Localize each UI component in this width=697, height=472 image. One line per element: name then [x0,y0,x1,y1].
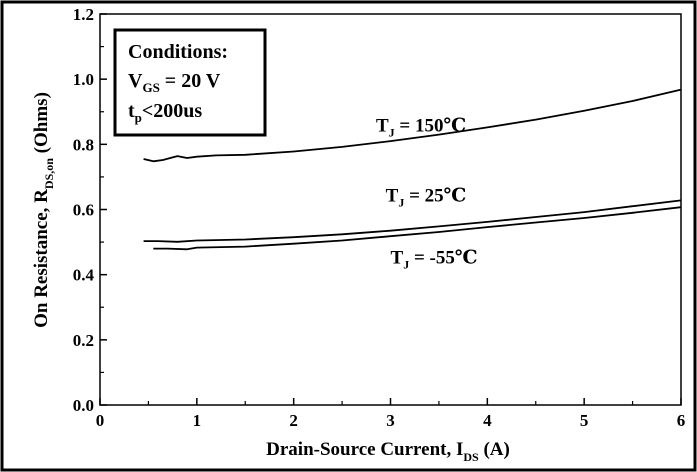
x-axis: 0 1 2 3 4 5 6 [96,398,686,430]
series-labels: TJ = 150℃ TJ = 25℃ TJ = -55℃ [376,115,478,271]
series-label-2: TJ = -55℃ [391,247,478,271]
x-axis-label: Drain-Source Current, IDS (A) [266,439,510,464]
x-tick-label: 3 [386,411,395,430]
conditions-tp: tp<200us [128,100,202,125]
conditions-box-border [113,28,267,137]
y-tick-label: 0.8 [73,135,94,154]
x-tick-label: 4 [483,411,492,430]
y-axis-label: On Resistance, RDS,on (Ohms) [31,92,56,328]
x-tick-label: 5 [580,411,589,430]
conditions-title: Conditions: [128,41,228,63]
y-tick-label: 1.0 [73,70,94,89]
y-tick-label: 0.4 [73,266,95,285]
y-tick-label: 0.2 [73,331,94,350]
series-label-0: TJ = 150℃ [376,115,466,139]
x-tick-label: 6 [677,411,686,430]
series-line-1 [143,199,682,243]
y-tick-label: 0.0 [73,396,94,415]
x-tick-label: 0 [96,411,105,430]
series-lines [143,88,682,251]
series-line-2 [153,206,682,251]
series-line-0 [143,88,682,163]
y-tick-label: 1.2 [73,5,94,24]
x-tick-label: 1 [193,411,202,430]
conditions-vgs: VGS = 20 V [128,70,221,95]
series-label-1: TJ = 25℃ [386,185,467,209]
y-axis: 0.0 0.2 0.4 0.6 0.8 1.0 1.2 [73,5,107,415]
conditions-box: Conditions: VGS = 20 V tp<200us [113,28,267,137]
x-tick-label: 2 [289,411,298,430]
y-tick-label: 0.6 [73,201,94,220]
